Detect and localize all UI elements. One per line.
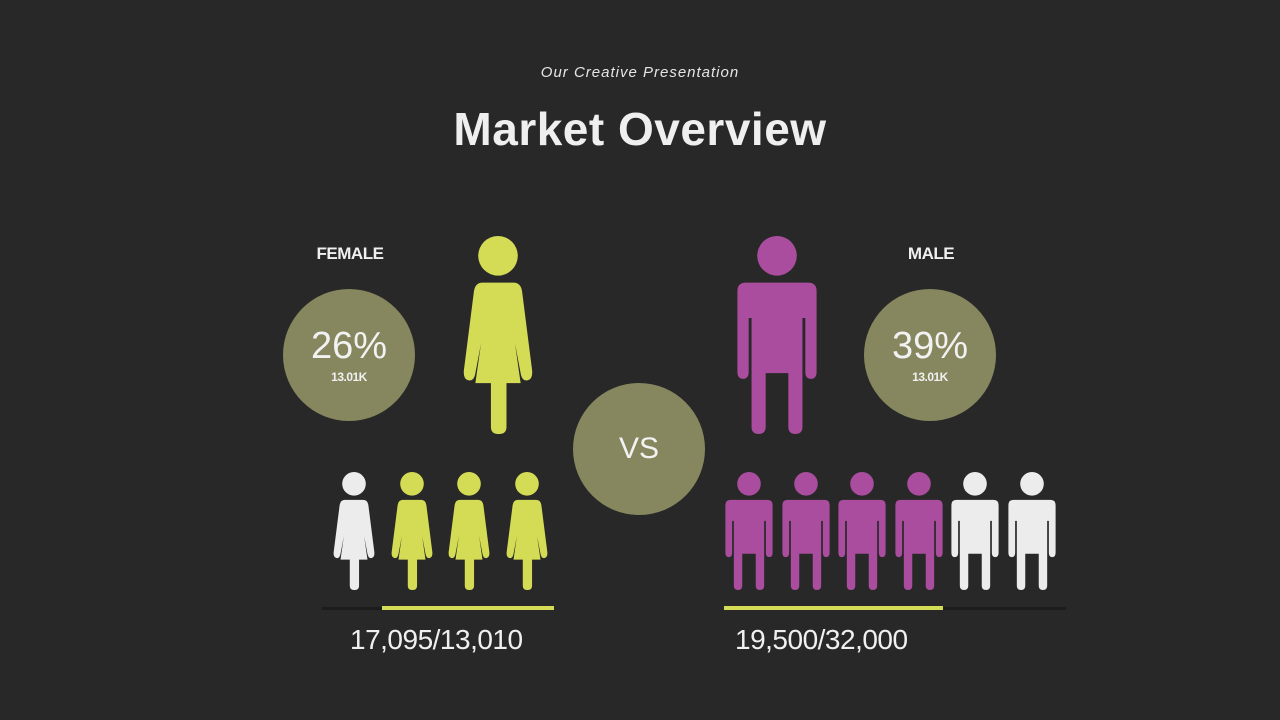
male-progress-track — [724, 606, 1066, 610]
vs-label: VS — [618, 432, 660, 465]
male-person-icon — [1007, 472, 1056, 590]
female-progress-fill — [382, 606, 554, 610]
male-ratio: 19,500/32,000 — [735, 624, 908, 655]
female-label: FEMALE — [316, 244, 384, 263]
male-person-icon — [725, 472, 773, 590]
presentation-subtitle: Our Creative Presentation — [540, 64, 740, 81]
male-icon-row — [723, 472, 1061, 590]
male-percent: 39% — [891, 325, 969, 367]
male-progress-fill — [724, 606, 943, 610]
male-person-icon — [951, 472, 999, 590]
male-sub-value: 13.01K — [912, 370, 948, 384]
male-label: MALE — [907, 244, 955, 263]
male-person-icon — [737, 236, 817, 434]
female-person-icon — [448, 472, 490, 590]
female-person-icon — [463, 236, 533, 434]
male-person-icon — [838, 472, 886, 590]
vs-circle: VS — [573, 383, 705, 515]
female-icon-row — [326, 472, 558, 590]
female-person-icon — [333, 472, 375, 590]
female-ratio: 17,095/13,010 — [350, 624, 523, 655]
male-stat-circle: 39% 13.01K — [864, 289, 996, 421]
male-person-icon — [894, 472, 943, 590]
female-person-icon — [391, 472, 432, 590]
female-sub-value: 13.01K — [331, 370, 367, 384]
male-person-icon — [781, 472, 830, 590]
female-percent: 26% — [310, 325, 388, 367]
page-title: Market Overview — [453, 103, 827, 155]
female-progress-track — [322, 606, 554, 610]
female-person-icon — [506, 472, 547, 590]
female-stat-circle: 26% 13.01K — [283, 289, 415, 421]
